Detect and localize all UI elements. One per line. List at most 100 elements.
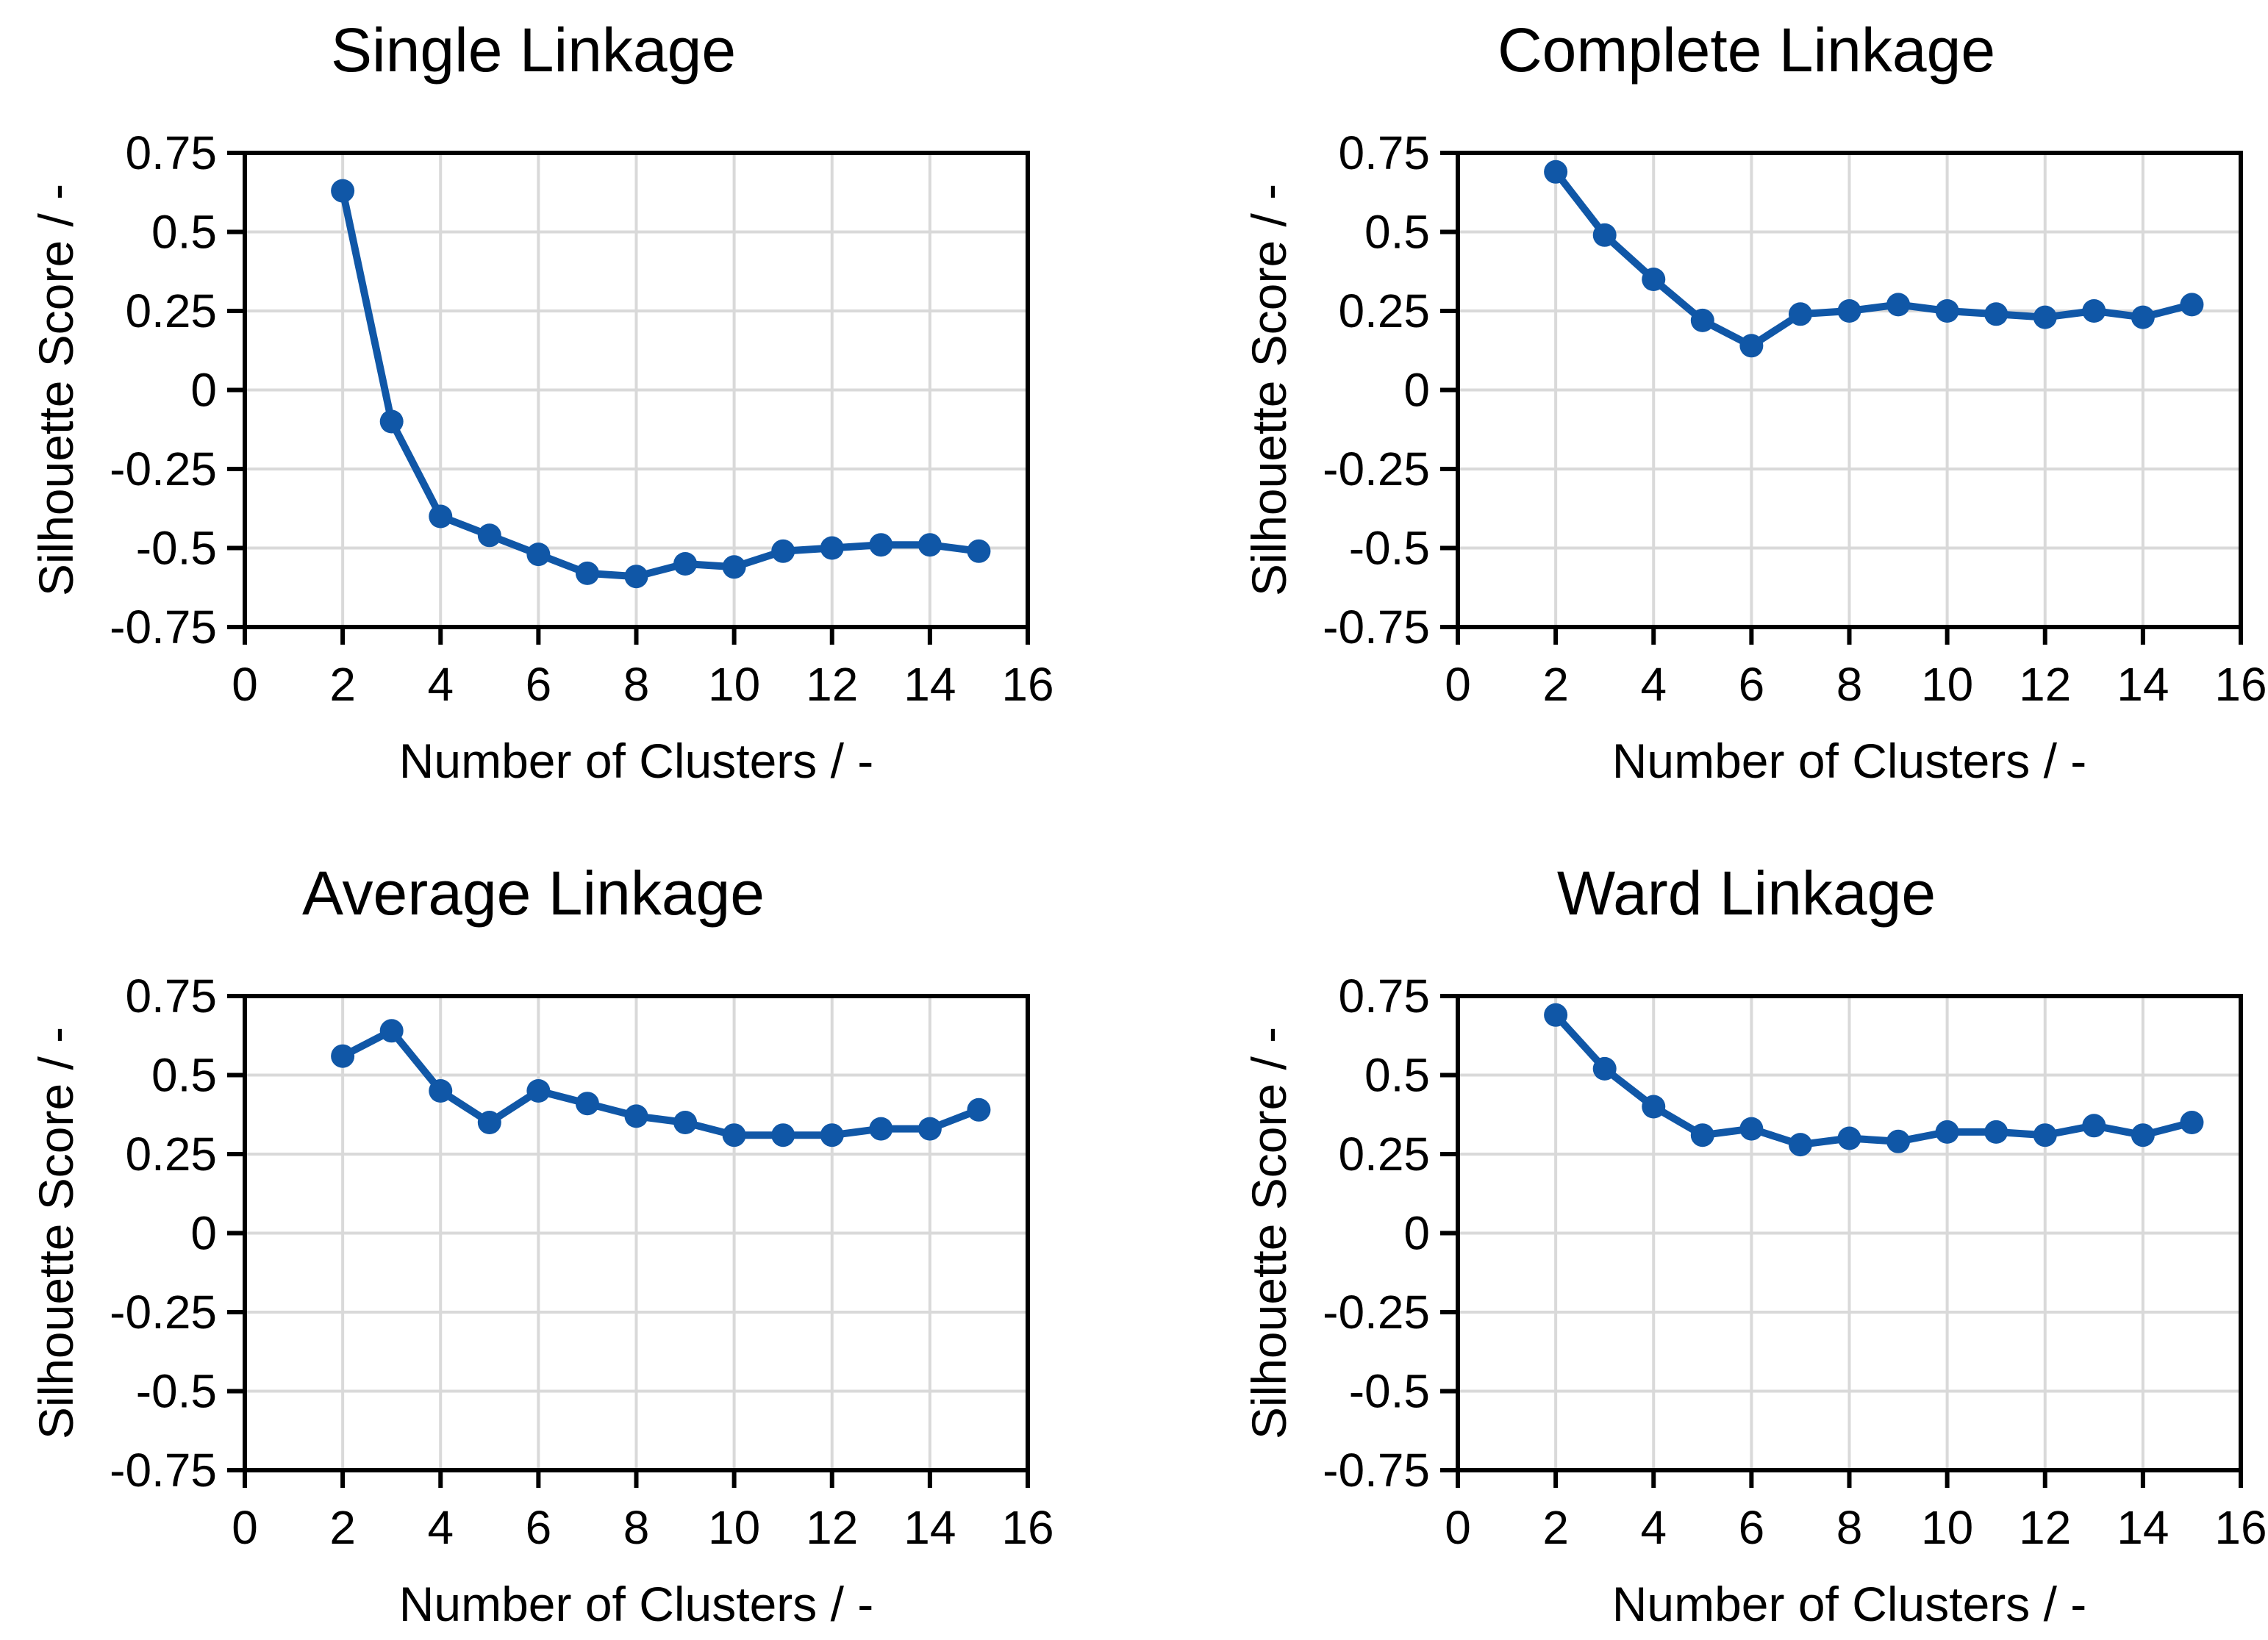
data-point [2033, 1123, 2057, 1147]
data-point [771, 539, 795, 563]
x-tick-label: 16 [1001, 658, 1053, 711]
x-tick-label: 8 [623, 1501, 650, 1554]
data-point [2131, 305, 2155, 329]
data-point [1837, 299, 1861, 323]
x-tick-label: 10 [1921, 1501, 1973, 1554]
data-point [331, 179, 355, 203]
chart-title: Complete Linkage [1498, 15, 1995, 85]
y-tick-label: 0 [1403, 1207, 1430, 1260]
x-tick-label: 8 [1836, 1501, 1863, 1554]
x-tick-label: 14 [2117, 658, 2169, 711]
y-tick-label: 0.25 [1338, 1128, 1430, 1181]
y-tick-label: -0.75 [1323, 601, 1430, 654]
x-tick-label: 2 [329, 658, 356, 711]
plot-area [243, 994, 1030, 1472]
y-axis-title: Silhouette Score / - [29, 1027, 83, 1439]
data-point [1690, 1123, 1714, 1147]
data-point [624, 1104, 648, 1128]
x-tick-label: 0 [232, 658, 258, 711]
y-tick-label: -0.75 [1323, 1444, 1430, 1497]
data-point [477, 523, 501, 548]
data-point [1935, 1120, 1959, 1144]
x-tick-label: 16 [2214, 658, 2267, 711]
y-tick-label: -0.75 [110, 1444, 217, 1497]
data-point [967, 1097, 991, 1122]
y-tick-label: 0 [1403, 364, 1430, 417]
y-tick-label: -0.25 [1323, 1286, 1430, 1339]
data-point [771, 1123, 795, 1147]
y-tick-label: -0.5 [1349, 522, 1430, 575]
x-tick-label: 10 [708, 658, 760, 711]
y-tick-label: 0.75 [1338, 126, 1430, 179]
data-point [429, 504, 453, 529]
data-point [1592, 1056, 1617, 1081]
data-point [917, 1117, 942, 1141]
data-point [575, 561, 599, 585]
x-tick-label: 8 [1836, 658, 1863, 711]
data-point [1788, 302, 1812, 326]
data-point [2131, 1123, 2155, 1147]
data-point [967, 539, 991, 563]
x-tick-label: 4 [427, 658, 454, 711]
y-axis-title: Silhouette Score / - [1242, 1027, 1296, 1439]
x-tick-label: 16 [2214, 1501, 2267, 1554]
y-tick-label: 0.75 [1338, 970, 1430, 1023]
data-point [624, 565, 648, 589]
y-tick-label: -0.75 [110, 601, 217, 654]
y-tick-label: 0.5 [1364, 206, 1430, 259]
x-tick-label: 0 [232, 1501, 258, 1554]
chart-complete-linkage: 0.75 0.5 0.25 0 -0.25 -0.5 -0.75 0 2 4 6 8 10 12 14 16 C… [1242, 15, 2267, 788]
x-tick-label: 8 [623, 658, 650, 711]
y-tick-label: 0.5 [1364, 1049, 1430, 1102]
y-tick-label: 0 [190, 364, 217, 417]
data-point [477, 1111, 501, 1134]
data-point [1690, 308, 1714, 332]
data-point [820, 536, 844, 560]
x-tick-label: 6 [526, 658, 552, 711]
data-point [429, 1079, 453, 1103]
x-tick-label: 16 [1001, 1501, 1053, 1554]
y-tick-label: 0.5 [151, 1049, 217, 1102]
x-tick-label: 6 [1739, 1501, 1765, 1554]
x-tick-label: 4 [1640, 658, 1667, 711]
x-tick-label: 2 [329, 1501, 356, 1554]
data-point [331, 1044, 355, 1068]
x-tick-label: 14 [904, 1501, 956, 1554]
chart-title: Ward Linkage [1557, 859, 1936, 928]
x-tick-label: 12 [806, 658, 858, 711]
x-tick-label: 0 [1445, 1501, 1471, 1554]
data-point [673, 1111, 698, 1134]
x-axis-title: Number of Clusters / - [1612, 1577, 2087, 1631]
y-tick-label: -0.5 [136, 1365, 217, 1418]
data-point [379, 409, 404, 434]
plot-area [1456, 151, 2243, 629]
y-tick-label: 0.25 [125, 1128, 217, 1181]
x-tick-label: 12 [2019, 658, 2071, 711]
x-tick-label: 12 [806, 1501, 858, 1554]
y-axis-title: Silhouette Score / - [29, 184, 83, 596]
data-point [869, 1117, 893, 1141]
data-point [1788, 1133, 1812, 1157]
chart-title: Single Linkage [331, 15, 736, 85]
data-point [1886, 293, 1911, 317]
x-tick-label: 14 [904, 658, 956, 711]
x-tick-label: 2 [1542, 658, 1569, 711]
data-point [1642, 1095, 1666, 1119]
x-tick-label: 2 [1542, 1501, 1569, 1554]
y-tick-label: -0.5 [136, 522, 217, 575]
y-tick-label: 0.75 [125, 970, 217, 1023]
y-tick-label: -0.25 [110, 443, 217, 495]
data-point [1935, 299, 1959, 323]
x-axis-title: Number of Clusters / - [399, 1577, 874, 1631]
data-point [2033, 305, 2057, 329]
data-point [722, 555, 746, 579]
data-point [1739, 1117, 1764, 1141]
y-tick-label: 0.25 [125, 284, 217, 337]
chart-average-linkage: 0.75 0.5 0.25 0 -0.25 -0.5 -0.75 0 2 4 6 8 10 12 14 16 A… [29, 859, 1054, 1631]
data-point [820, 1123, 844, 1147]
x-axis-title: Number of Clusters / - [399, 734, 874, 788]
x-tick-label: 10 [1921, 658, 1973, 711]
x-tick-label: 4 [427, 1501, 454, 1554]
